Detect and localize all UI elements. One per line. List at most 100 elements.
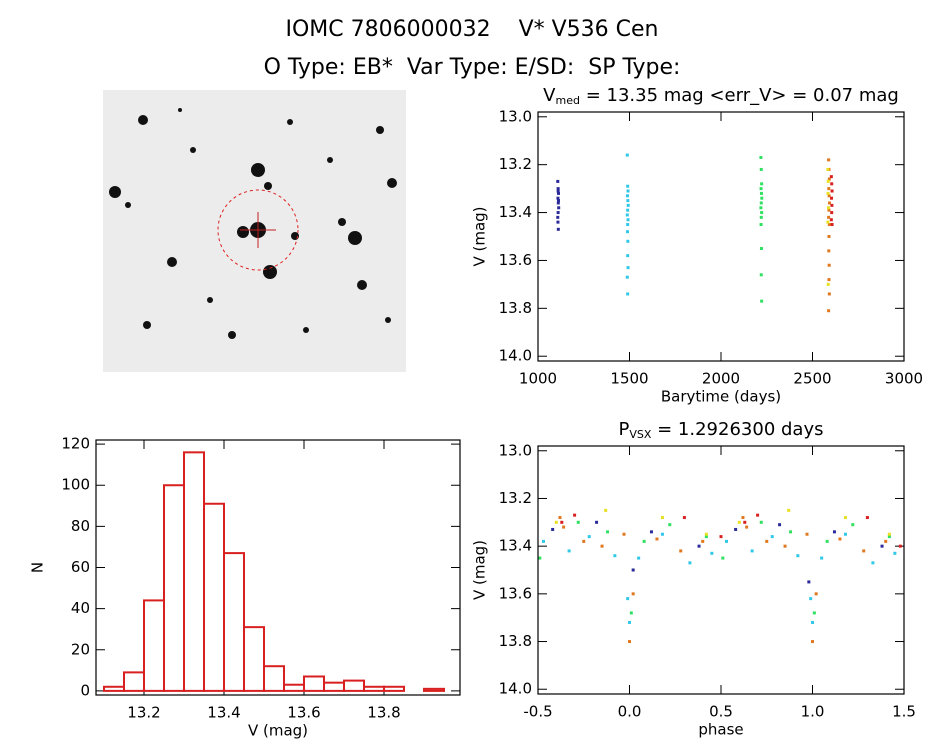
data-point [789,530,793,534]
data-point [637,556,641,560]
sky-image [103,90,406,372]
plot-frame [537,445,905,695]
data-point [880,544,884,548]
data-point [679,549,683,553]
data-point [642,539,646,543]
x-tick-label: 0.5 [709,703,733,721]
data-point [827,278,831,282]
data-point [719,535,723,539]
data-point [606,530,610,534]
y-tick-label: 14.0 [499,680,532,698]
stars [109,108,397,339]
y-tick-label: 0 [80,681,90,699]
data-point [745,525,749,529]
data-point [582,539,586,543]
y-tick-label: 13.8 [499,632,532,650]
data-point [787,508,791,512]
data-point [625,194,629,198]
data-point [688,561,692,565]
x-tick-label: -0.5 [523,703,552,721]
data-point [556,199,560,203]
y-tick-label: 13.0 [499,441,532,459]
data-point [626,189,630,193]
data-point [770,535,774,539]
x-tick-label: 3000 [885,370,923,388]
y-axis-label: V (mag) [471,540,489,600]
data-point [560,520,564,524]
data-point [887,535,891,539]
data-point [760,211,764,215]
data-point [814,592,818,596]
data-point [587,535,591,539]
data-point [827,215,831,219]
data-point [743,520,747,524]
data-point [759,215,763,219]
data-point [838,537,842,541]
data-point [710,551,714,555]
data-point [830,203,834,207]
data-point [827,177,831,181]
data-point [562,525,566,529]
y-tick-label: 40 [71,599,90,617]
data-point [576,520,580,524]
data-point [765,539,769,543]
x-axis-label: phase [698,721,743,739]
data-point [832,530,836,534]
data-point [682,516,686,520]
data-point [827,263,831,267]
y-tick-label: 80 [71,517,90,535]
histogram-bar [383,685,405,692]
title-sub: VSX [629,428,652,441]
data-point [851,523,855,527]
data-point [830,182,834,186]
data-point [704,535,708,539]
y-tick-label: 13.4 [499,537,532,555]
data-point [737,520,741,524]
data-point [626,199,630,203]
y-tick-label: 13.2 [499,155,532,173]
data-point [697,544,701,548]
data-point [626,223,630,227]
data-point [826,206,830,210]
data-point [551,527,555,531]
title-sub: med [556,94,580,107]
data-point [626,203,630,207]
data-point [825,539,829,543]
data-point [558,516,562,520]
y-axis-label: N [29,562,47,573]
data-point [812,611,816,615]
data-point [826,167,830,171]
data-point [626,184,630,188]
data-point [626,254,630,258]
data-point [649,530,653,534]
data-point [556,201,560,205]
data-point [704,532,708,536]
data-point [830,211,834,215]
data-point [827,158,831,162]
data-point [741,516,745,520]
data-point [843,516,847,520]
data-point [595,520,599,524]
data-point [628,640,631,644]
histogram-bar [343,679,365,692]
data-point [827,292,831,296]
title-rest: = 13.35 mag <err_V> = 0.07 mag [580,85,899,106]
data-point [556,215,560,219]
page-subtitle: O Type: EB* Var Type: E/SD: SP Type: [264,55,681,80]
data-point [655,537,659,541]
data-point [626,597,630,601]
chart-title: PVSX = 1.2926300 days [619,419,824,441]
data-point [759,520,763,524]
x-tick-label: 13.2 [127,704,160,722]
data-point [829,218,833,222]
aperture-circle [217,189,299,271]
data-point [760,299,764,303]
data-point [783,544,787,548]
data-point [827,235,831,238]
data-point [625,153,629,157]
data-point [750,549,754,553]
data-point [827,187,831,191]
data-point [862,549,866,553]
data-point [756,513,760,517]
